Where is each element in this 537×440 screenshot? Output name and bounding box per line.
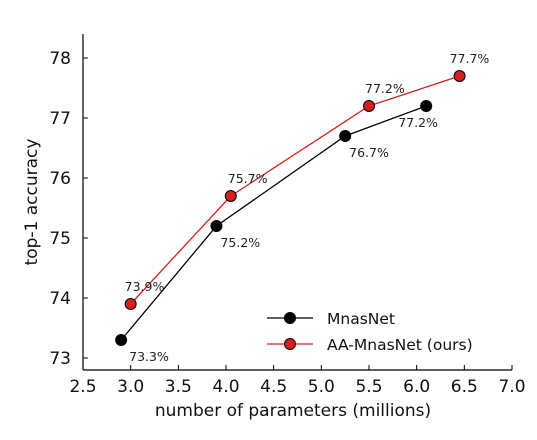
data-label-mnasnet: 73.3% bbox=[129, 349, 169, 364]
y-tick-label: 77 bbox=[49, 109, 71, 129]
y-ticks: 73 74 75 76 77 78 bbox=[49, 49, 88, 369]
data-point-mnasnet bbox=[420, 100, 433, 112]
series-line-mnasnet bbox=[120, 105, 427, 341]
data-label-mnasnet: 77.2% bbox=[398, 115, 438, 130]
y-tick-label: 78 bbox=[49, 49, 71, 69]
x-tick-label: 2.5 bbox=[69, 377, 96, 397]
x-tick-label: 6.5 bbox=[451, 377, 478, 397]
x-axis-title: number of parameters (millions) bbox=[155, 401, 431, 421]
data-label-aa-mnasnet-ours: 77.7% bbox=[450, 51, 490, 66]
data-label-mnasnet: 76.7% bbox=[349, 145, 389, 160]
y-tick-label: 74 bbox=[49, 289, 71, 309]
legend-label-aa-mnasnet: AA-MnasNet (ours) bbox=[327, 336, 473, 354]
legend-label-mnasnet: MnasNet bbox=[327, 310, 395, 328]
data-label-aa-mnasnet-ours: 75.7% bbox=[228, 171, 268, 186]
x-tick-label: 4.0 bbox=[212, 377, 239, 397]
data-point-mnasnet bbox=[339, 130, 352, 142]
y-tick-label: 76 bbox=[49, 169, 71, 189]
data-label-aa-mnasnet-ours: 77.2% bbox=[365, 81, 405, 96]
data-label-aa-mnasnet-ours: 73.9% bbox=[125, 279, 165, 294]
y-tick-label: 73 bbox=[49, 349, 71, 369]
data-point-aa-mnasnet-ours bbox=[224, 190, 237, 202]
x-tick-label: 7.0 bbox=[498, 377, 525, 397]
series-layer bbox=[115, 70, 466, 346]
x-ticks: 2.5 3.0 3.5 4.0 4.5 5.0 5.5 6.0 6.5 7.0 bbox=[69, 365, 526, 397]
x-tick-label: 3.5 bbox=[165, 377, 192, 397]
x-tick-label: 5.0 bbox=[308, 377, 335, 397]
x-tick-label: 6.0 bbox=[403, 377, 430, 397]
y-tick-label: 75 bbox=[49, 229, 71, 249]
data-point-mnasnet bbox=[115, 334, 128, 346]
data-label-mnasnet: 75.2% bbox=[220, 235, 260, 250]
legend: MnasNet AA-MnasNet (ours) bbox=[267, 310, 473, 354]
y-axis-title: top-1 accuracy bbox=[22, 139, 42, 266]
axes bbox=[82, 34, 512, 371]
data-point-mnasnet bbox=[210, 220, 223, 232]
series-line-aa-mnasnet-ours bbox=[130, 75, 460, 305]
legend-marker-mnasnet bbox=[284, 312, 296, 324]
data-point-aa-mnasnet-ours bbox=[453, 70, 466, 82]
x-tick-label: 4.5 bbox=[260, 377, 287, 397]
x-tick-label: 5.5 bbox=[355, 377, 382, 397]
x-tick-label: 3.0 bbox=[117, 377, 144, 397]
legend-marker-aa-mnasnet bbox=[284, 338, 296, 350]
data-labels: 73.3% 75.2% 76.7% 77.2% 73.9% 75.7% 77.2% 77.7% bbox=[125, 51, 490, 364]
data-point-aa-mnasnet-ours bbox=[124, 298, 137, 310]
data-point-aa-mnasnet-ours bbox=[363, 100, 375, 112]
